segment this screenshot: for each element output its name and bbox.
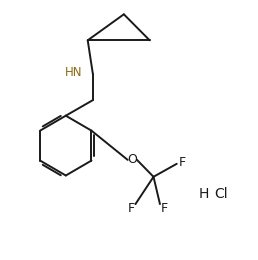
- Text: HN: HN: [65, 66, 82, 79]
- Text: F: F: [178, 156, 186, 169]
- Text: F: F: [128, 202, 135, 214]
- Text: F: F: [160, 202, 167, 214]
- Text: H: H: [199, 187, 209, 201]
- Text: Cl: Cl: [214, 187, 227, 201]
- Text: O: O: [127, 153, 137, 166]
